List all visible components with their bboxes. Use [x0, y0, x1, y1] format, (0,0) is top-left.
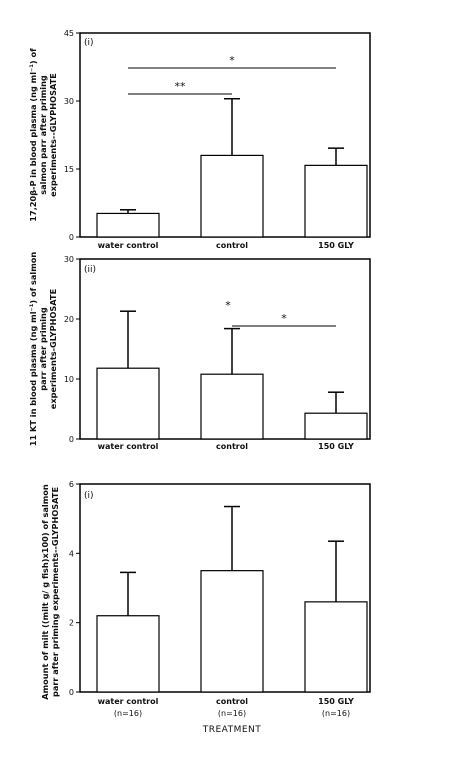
panel-3-bar-2 — [304, 601, 368, 693]
panel-2-y-title-line-2: parr after priming — [38, 307, 48, 391]
panel-1-bars — [96, 154, 368, 238]
panel-3-y-tick-label-1: 2 — [69, 619, 74, 628]
panel-1-category-2: 150 GLY — [318, 241, 354, 250]
panel-1-label: (i) — [84, 38, 94, 48]
panel-1: (i) 17,20β-P in blood plasma (ng ml⁻¹) o… — [28, 29, 371, 250]
panel-1-y-tick-label-1: 15 — [64, 165, 74, 174]
panel-2-y-tick-label-1: 10 — [64, 375, 74, 384]
x-axis-title: TREATMENT — [202, 725, 262, 735]
panel-2-y-ticks: 0 10 20 30 — [64, 255, 80, 444]
panel-3-y-title-line-1: Amount of milt ((milt g/ g fish)x100) of… — [40, 484, 50, 700]
panel-1-significance-label-1: * — [229, 54, 235, 67]
panel-3-y-tick-label-2: 4 — [69, 549, 74, 558]
panel-1-category-0: water control — [98, 241, 159, 250]
panel-1-bar-2 — [304, 164, 368, 238]
panel-1-bar-1 — [200, 154, 264, 238]
panel-1-y-tick-label-0: 0 — [69, 233, 74, 242]
panel-1-y-tick-label-2: 30 — [64, 97, 74, 106]
panel-3-y-tick-label-0: 0 — [69, 688, 74, 697]
panel-3-sample-size-2: (n=16) — [322, 709, 350, 718]
panel-2-extra-star: * — [225, 299, 231, 312]
panel-3-category-1: control — [216, 697, 248, 706]
panel-3-bars — [96, 570, 368, 693]
panel-1-error-bars — [120, 97, 344, 214]
panel-2-significance: * — [232, 312, 336, 327]
panel-3-y-tick-label-3: 6 — [69, 480, 74, 489]
panel-3-sample-size-0: (n=16) — [114, 709, 142, 718]
panel-1-y-ticks: 0 15 30 45 — [64, 29, 80, 242]
panel-1-significance-label-0: ** — [175, 80, 187, 93]
panel-3-sample-size-1: (n=16) — [218, 709, 246, 718]
panel-1-y-title-line-3: experiments--GLYPHOSATE — [48, 73, 58, 197]
panel-2-y-title: 11 KT in blood plasma (ng ml⁻¹) of salmo… — [28, 252, 58, 447]
panel-3: (i) Amount of milt ((milt g/ g fish)x100… — [40, 480, 371, 718]
panel-2-category-2: 150 GLY — [318, 442, 354, 451]
panel-2-bar-0 — [96, 367, 160, 440]
panel-2-label: (ii) — [84, 265, 96, 275]
panel-3-category-2: 150 GLY — [318, 697, 354, 706]
panel-2-category-1: control — [216, 442, 248, 451]
panel-1-y-title: 17,20β-P in blood plasma (ng ml⁻¹) of sa… — [28, 48, 58, 222]
panel-1-significance: *** — [128, 54, 336, 95]
panel-2-y-tick-label-3: 30 — [64, 255, 74, 264]
panel-2-bar-1 — [200, 373, 264, 440]
panel-2-bar-2 — [304, 412, 368, 440]
panel-3-y-title: Amount of milt ((milt g/ g fish)x100) of… — [40, 484, 60, 700]
panel-2-y-tick-label-2: 20 — [64, 315, 74, 324]
panel-2-error-bars — [120, 310, 344, 414]
panel-2-y-title-line-3: experiments-GLYPHOSATE — [48, 289, 58, 409]
panel-3-y-title-line-2: parr after priming experiments--GLYPHOSA… — [50, 487, 60, 697]
panel-1-y-title-line-1: 17,20β-P in blood plasma (ng ml⁻¹) of — [28, 48, 38, 222]
panel-3-y-ticks: 0 2 4 6 — [69, 480, 80, 697]
panel-3-categories: water control control 150 GLY (n=16) (n=… — [98, 697, 354, 718]
panel-2-significance-label-0: * — [281, 312, 287, 325]
panel-1-categories: water control control 150 GLY — [98, 241, 354, 250]
panel-2-y-title-line-1: 11 KT in blood plasma (ng ml⁻¹) of salmo… — [28, 252, 38, 447]
panel-2-category-0: water control — [98, 442, 159, 451]
panel-2-bars — [96, 367, 368, 440]
panel-1-y-title-line-2: salmon parr after priming — [38, 75, 48, 195]
panel-2: (ii) 11 KT in blood plasma (ng ml⁻¹) of … — [28, 252, 371, 451]
panel-3-label: (i) — [84, 491, 94, 501]
panel-3-bar-1 — [200, 570, 264, 693]
panel-3-error-bars — [120, 505, 344, 616]
panel-3-bar-0 — [96, 615, 160, 693]
panel-1-bar-0 — [96, 212, 160, 238]
panel-2-categories: water control control 150 GLY — [98, 442, 354, 451]
panel-2-y-tick-label-0: 0 — [69, 435, 74, 444]
panel-1-y-tick-label-3: 45 — [64, 29, 74, 38]
panel-3-category-0: water control — [98, 697, 159, 706]
panel-1-category-1: control — [216, 241, 248, 250]
